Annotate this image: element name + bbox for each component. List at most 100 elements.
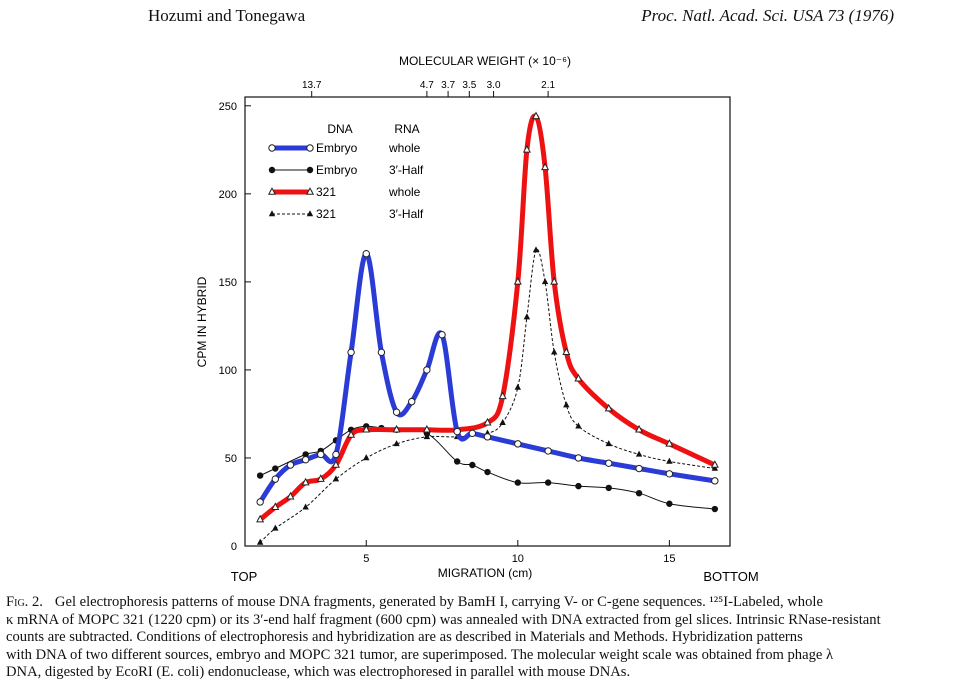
caption-line-2: κ mRNA of MOPC 321 (1220 cpm) or its 3′-… — [6, 611, 881, 628]
legend-marker — [268, 166, 276, 174]
data-point — [710, 460, 719, 468]
data-point — [575, 482, 582, 490]
figure-caption: Fig. 2. Gel electrophoresis patterns of m… — [6, 594, 958, 682]
data-point — [301, 477, 310, 486]
y-tick-label: 50 — [225, 453, 237, 465]
end-label-bottom: BOTTOM — [703, 569, 758, 584]
data-point — [665, 439, 674, 447]
data-point — [514, 479, 522, 486]
plot-frame — [244, 96, 731, 547]
top-tick-label: 3.5 — [462, 80, 476, 91]
top-axis-label: MOLECULAR WEIGHT (× 10⁻⁶) — [399, 54, 571, 68]
data-point — [392, 408, 401, 416]
data-point — [332, 450, 340, 459]
top-tick-label: 13.7 — [302, 80, 322, 91]
data-point — [256, 498, 264, 506]
x-tick-label: 5 — [363, 553, 369, 565]
legend-rna-label: 3′-Half — [389, 163, 424, 177]
top-tick-label: 3.0 — [487, 80, 501, 91]
plot-border — [244, 96, 731, 547]
series-layer — [256, 111, 719, 545]
data-point — [665, 470, 674, 478]
data-point — [666, 457, 673, 464]
data-point — [438, 331, 446, 339]
y-tick-label: 200 — [219, 189, 237, 201]
y-tick-label: 250 — [219, 101, 237, 113]
data-point — [256, 538, 264, 545]
data-point — [522, 144, 531, 153]
data-point — [550, 277, 559, 285]
data-point — [711, 505, 719, 513]
data-point — [423, 366, 431, 374]
legend-rna-label: whole — [388, 185, 421, 199]
data-point — [513, 277, 522, 285]
axis-ticks: 0 50 100 150 200 250 5 10 15 13.7 4.7 3.7 3.5 3.0 2.1 — [219, 80, 676, 565]
legend-dna-label: Embryo — [316, 163, 358, 177]
data-point — [666, 500, 673, 507]
caption-line-1: Fig. 2. Gel electrophoresis patterns of m… — [6, 594, 823, 610]
data-point — [574, 454, 583, 462]
data-point — [635, 424, 644, 433]
data-point — [604, 403, 613, 412]
data-point — [635, 450, 643, 457]
legend-marker — [267, 187, 277, 195]
data-point — [469, 461, 476, 469]
data-point — [605, 459, 613, 467]
data-point — [605, 440, 612, 447]
legend-dna-label: 321 — [316, 207, 336, 221]
series-line — [259, 248, 715, 543]
data-point — [468, 429, 477, 438]
data-point — [392, 424, 401, 433]
caption-line-4: with DNA of two different sources, embry… — [6, 646, 834, 663]
legend-rna-label: 3′-Half — [389, 207, 424, 221]
data-point — [499, 418, 506, 425]
data-point — [316, 474, 325, 482]
data-point — [332, 475, 340, 482]
data-point — [256, 514, 265, 523]
data-point — [422, 424, 431, 433]
data-point — [498, 391, 507, 400]
data-point — [408, 397, 416, 406]
data-point — [302, 503, 309, 510]
data-point — [562, 347, 571, 356]
data-point — [635, 464, 643, 473]
y-axis-label: CPM IN HYBRID — [195, 276, 209, 367]
end-label-top: TOP — [231, 569, 258, 584]
x-tick-label: 15 — [663, 553, 675, 565]
legend-marker — [306, 210, 314, 217]
legend-dna-label: Embryo — [316, 141, 358, 155]
figure-label: Fig. 2. — [6, 594, 43, 610]
data-point — [347, 348, 355, 357]
data-point — [514, 383, 522, 390]
data-point — [483, 433, 492, 441]
data-point — [331, 460, 340, 468]
data-point — [483, 417, 492, 426]
data-point — [286, 491, 295, 500]
legend-dna-label: 321 — [316, 185, 336, 199]
data-point — [272, 524, 279, 531]
data-point — [363, 454, 370, 461]
data-point — [301, 456, 310, 464]
data-point — [347, 430, 356, 438]
legend-marker — [306, 144, 314, 152]
data-point — [302, 451, 309, 458]
data-point — [362, 250, 370, 258]
caption-line-5: DNA, digested by EcoRI (E. coli) endonuc… — [6, 664, 631, 681]
legend-marker — [268, 210, 276, 217]
data-point — [544, 479, 552, 486]
data-point — [532, 246, 540, 253]
y-tick-label: 0 — [231, 541, 237, 553]
data-point — [271, 475, 280, 483]
series-line — [257, 251, 718, 505]
data-point — [453, 458, 461, 465]
data-point — [575, 422, 582, 429]
data-point — [574, 373, 583, 382]
data-point — [635, 489, 643, 497]
data-point — [541, 278, 549, 285]
top-tick-label: 4.7 — [420, 80, 434, 91]
data-point — [711, 464, 719, 471]
header-journal: Proc. Natl. Acad. Sci. USA 73 (1976) — [641, 6, 894, 25]
data-point — [484, 468, 491, 476]
data-point — [362, 424, 371, 433]
data-point — [286, 461, 295, 469]
